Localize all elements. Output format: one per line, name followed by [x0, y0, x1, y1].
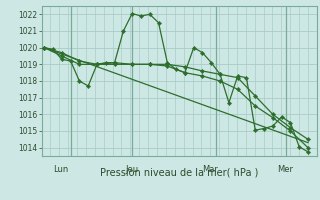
- Text: Mer: Mer: [277, 165, 293, 174]
- Text: Jeu: Jeu: [125, 165, 138, 174]
- Text: Lun: Lun: [53, 165, 68, 174]
- Text: Mar: Mar: [203, 165, 218, 174]
- X-axis label: Pression niveau de la mer( hPa ): Pression niveau de la mer( hPa ): [100, 167, 258, 177]
